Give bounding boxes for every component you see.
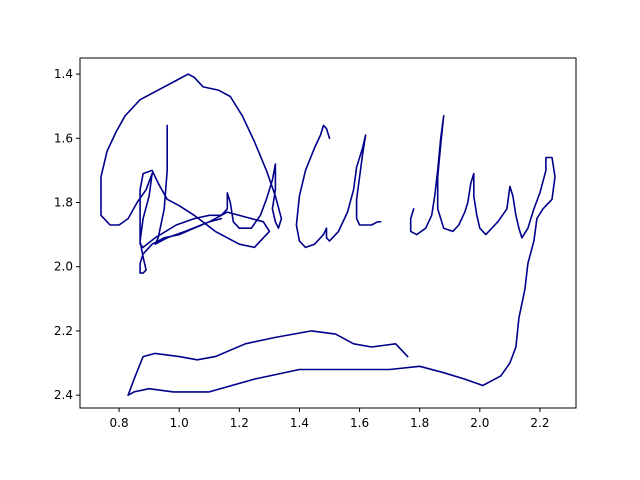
x-tick-label: 2.0 [470, 416, 489, 430]
y-tick-label: 1.4 [54, 67, 73, 81]
y-tick-label: 2.4 [54, 388, 73, 402]
series-line-1 [100, 73, 283, 274]
x-tick-label: 1.6 [350, 416, 369, 430]
y-tick-label: 1.6 [54, 131, 73, 145]
y-axis: 1.4 1.6 1.8 2.0 2.2 2.4 [54, 67, 80, 402]
plot-lines [100, 73, 556, 397]
x-tick-label: 2.2 [530, 416, 549, 430]
y-tick-label: 1.8 [54, 195, 73, 209]
x-tick-label: 0.8 [110, 416, 129, 430]
x-tick-label: 1.0 [170, 416, 189, 430]
x-tick-label: 1.4 [290, 416, 309, 430]
x-tick-label: 1.8 [410, 416, 429, 430]
y-tick-label: 2.2 [54, 324, 73, 338]
x-tick-label: 1.2 [230, 416, 249, 430]
x-axis: 0.8 1.0 1.2 1.4 1.6 1.8 2.0 2.2 [110, 408, 549, 430]
series-line-2 [295, 124, 382, 249]
axes-frame [79, 57, 577, 409]
series-line-3 [127, 115, 556, 397]
y-tick-label: 2.0 [54, 260, 73, 274]
